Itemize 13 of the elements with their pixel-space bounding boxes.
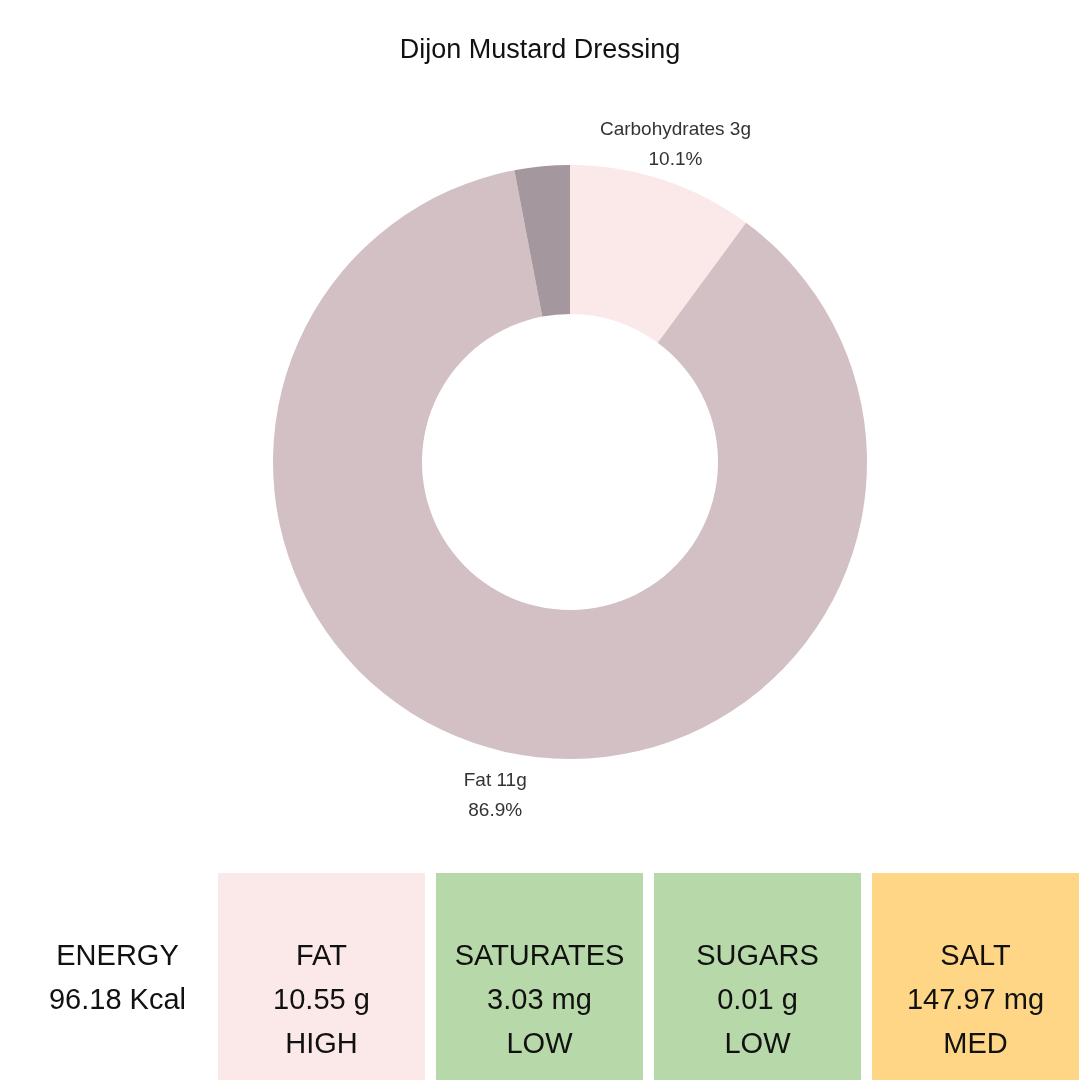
donut-slice [570,165,747,343]
nutrient-tile: SATURATES 3.03 mg LOW [436,873,643,1080]
text: ENERGY 96.18 Kcal [48,937,187,1017]
nutrient-tile: SALT 147.97 mg MED [872,873,1079,1080]
nutrient-tile: FAT 10.55 g HIGH [218,873,425,1080]
donut-slice [514,165,570,317]
donut-slice [273,170,867,759]
data-label: 10.1% [648,147,703,169]
slice-label: Fat 11g [463,768,527,790]
data-label: 86.9% [468,798,523,820]
chart-title: Dijon Mustard Dressing [398,34,682,65]
nutrient-tile: SUGARS 0.01 g LOW [654,873,861,1080]
slice-label: Carbohydrates 3g [599,117,751,139]
